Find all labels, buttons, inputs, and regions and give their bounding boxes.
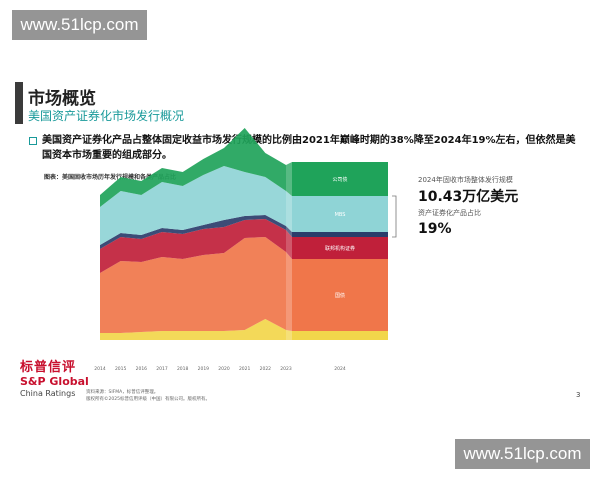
watermark-top: www.51lcp.com bbox=[12, 10, 147, 40]
total-issuance-value: 10.43万亿美元 bbox=[418, 189, 519, 205]
securitization-bracket bbox=[392, 195, 397, 238]
bullet-square-icon bbox=[29, 137, 37, 145]
column-segment-5 bbox=[292, 162, 388, 196]
column-segment-0 bbox=[292, 331, 388, 340]
x-tick-label-2018: 2018 bbox=[177, 366, 189, 372]
column-segment-label-5: 公司债 bbox=[332, 176, 347, 183]
area-series-3 bbox=[100, 215, 286, 249]
page-subtitle: 美国资产证券化市场发行概况 bbox=[28, 109, 185, 123]
chart-caption: 图表：美国固收市场历年发行规模和各类产品占比 bbox=[44, 174, 177, 181]
area-series-0 bbox=[100, 319, 286, 340]
x-tick-label-2017: 2017 bbox=[156, 366, 168, 372]
area-series-1 bbox=[100, 237, 286, 333]
connector-band-3 bbox=[286, 226, 292, 237]
x-tick-label-2020: 2020 bbox=[218, 366, 230, 372]
x-tick-label-2021: 2021 bbox=[239, 366, 251, 372]
securitization-share-value: 19% bbox=[418, 221, 452, 237]
connector-band-0 bbox=[286, 330, 292, 340]
connector-band-5 bbox=[286, 162, 292, 196]
intro-paragraph: 美国资产证券化产品占整体固定收益市场发行规模的比例由2021年巅峰时期的38%降… bbox=[42, 135, 576, 161]
x-tick-label-2016: 2016 bbox=[136, 366, 148, 372]
logo-chinese: 标普信评 bbox=[20, 360, 77, 375]
footnote-copyright: 版权所有©2025标普信用评级（中国）有限公司。版权所有。 bbox=[86, 397, 210, 402]
page-number: 3 bbox=[576, 391, 581, 399]
watermark-bottom: www.51lcp.com bbox=[455, 439, 590, 469]
column-segment-label-2: 联邦机构证券 bbox=[325, 245, 355, 252]
x-tick-label-2019: 2019 bbox=[198, 366, 210, 372]
x-tick-label-2023: 2023 bbox=[280, 366, 292, 372]
connector-band-4 bbox=[286, 191, 292, 232]
title-accent-bar bbox=[15, 82, 23, 124]
column-segment-3 bbox=[292, 232, 388, 237]
area-series-5 bbox=[100, 128, 286, 207]
column-segment-2 bbox=[292, 237, 388, 259]
logo-subtitle: China Ratings bbox=[20, 389, 76, 398]
x-tick-label-2024: 2024 bbox=[334, 366, 346, 372]
logo-english: S&P Global bbox=[20, 375, 89, 388]
x-tick-label-2022: 2022 bbox=[260, 366, 272, 372]
area-series-4 bbox=[100, 166, 286, 245]
area-series-2 bbox=[100, 219, 286, 273]
connector-band-2 bbox=[286, 230, 292, 259]
column-segment-label-4: MBS bbox=[335, 212, 346, 218]
connector-band-1 bbox=[286, 252, 292, 331]
footnote-source: 资料来源：SIFMA，标普信评整理。 bbox=[86, 390, 159, 395]
column-segment-1 bbox=[292, 259, 388, 331]
securitization-share-label: 资产证券化产品占比 bbox=[418, 209, 481, 217]
x-tick-label-2015: 2015 bbox=[115, 366, 127, 372]
page-title: 市场概览 bbox=[28, 89, 96, 109]
x-tick-label-2014: 2014 bbox=[94, 366, 106, 372]
column-segment-4 bbox=[292, 196, 388, 232]
total-issuance-label: 2024年固收市场整体发行规模 bbox=[418, 176, 513, 184]
column-segment-label-1: 国债 bbox=[335, 292, 345, 299]
